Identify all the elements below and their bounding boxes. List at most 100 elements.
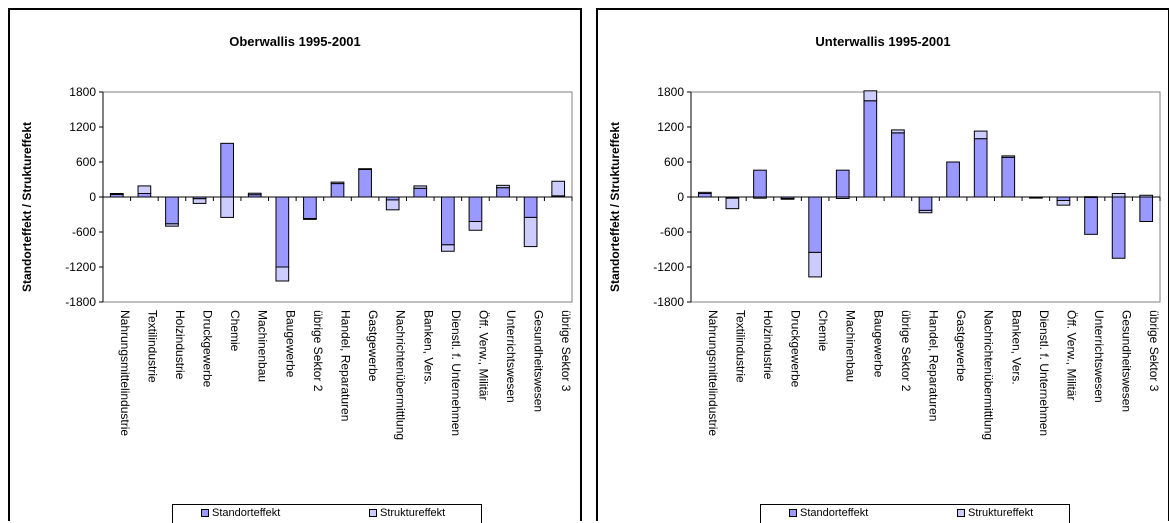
y-tick-label: -600 — [660, 225, 684, 239]
bar-struktureffekt — [918, 209, 933, 214]
x-category-label: übrige Sektor 3 — [1147, 310, 1161, 392]
x-category-label: Öff. Verw., Militär — [476, 310, 490, 400]
bar-struktureffekt — [1001, 155, 1016, 158]
x-category-label: Unterrichtswesen — [504, 310, 518, 403]
y-tick-label: 600 — [664, 155, 684, 169]
legend-item-standorteffekt: Standorteffekt — [789, 507, 868, 519]
legend: Standorteffekt Struktureffekt — [760, 504, 1070, 523]
x-category-label: Druckgewerbe — [789, 310, 803, 388]
bar-standorteffekt — [413, 187, 428, 198]
bar-struktureffekt — [165, 223, 179, 227]
bar-struktureffekt — [496, 184, 510, 189]
bar-standorteffekt — [835, 169, 850, 198]
x-category-label: Nahrungsmittelindustrie — [706, 310, 720, 436]
y-tick-label: -1800 — [65, 295, 96, 309]
legend-label: Struktureffekt — [380, 507, 446, 519]
bar-struktureffekt — [1084, 196, 1098, 199]
legend-item-standorteffekt: Standorteffekt — [201, 507, 280, 519]
bar-struktureffekt — [413, 185, 428, 189]
x-category-label: übrige Sektor 2 — [899, 310, 913, 392]
bar-standorteffekt — [523, 196, 538, 218]
x-category-label: Handel, Reparaturen — [927, 310, 941, 421]
legend-swatch-struktureffekt — [369, 509, 377, 517]
bar-struktureffekt — [137, 185, 152, 195]
y-tick-label: -1200 — [65, 260, 96, 274]
bar-struktureffekt — [725, 197, 740, 210]
y-tick-label: 1800 — [657, 85, 684, 99]
bar-struktureffekt — [192, 198, 207, 204]
bar-struktureffekt — [468, 221, 483, 231]
bar-struktureffekt — [358, 168, 372, 171]
bar-standorteffekt — [1111, 196, 1126, 259]
bar-struktureffekt — [808, 251, 822, 278]
bar-standorteffekt — [358, 168, 372, 198]
chart-panel-oberwallis: Oberwallis 1995-2001 Standorteffekt / St… — [8, 8, 582, 523]
x-category-label: übrige Sektor 3 — [559, 310, 573, 392]
bar-struktureffekt — [275, 266, 290, 282]
bar-struktureffekt — [697, 191, 712, 194]
chart-plot: 1800 1200 600 0 -600 -1200 -1800 Nahrungsmittel… — [653, 85, 1161, 440]
legend-item-struktureffekt: Struktureffekt — [957, 507, 1033, 519]
legend-label: Struktureffekt — [968, 507, 1034, 519]
bar-struktureffekt — [523, 216, 538, 248]
x-category-label: Gesundheitswesen — [1120, 310, 1134, 412]
x-category-label: Nachrichtenübermittlung — [982, 310, 996, 440]
chart-panel-unterwallis: Unterwallis 1995-2001 Standorteffekt / S… — [596, 8, 1169, 523]
bar-standorteffekt — [496, 187, 510, 198]
chart-title: Oberwallis 1995-2001 — [229, 34, 361, 49]
bar-standorteffekt — [303, 196, 317, 220]
bar-standorteffekt — [918, 196, 933, 211]
x-category-label: Machinenbau — [844, 310, 858, 382]
bar-standorteffekt — [891, 132, 905, 198]
legend-swatch-struktureffekt — [957, 509, 965, 517]
bar-standorteffekt — [441, 196, 455, 246]
legend-item-struktureffekt: Struktureffekt — [369, 507, 445, 519]
x-category-label: Textilindustrie — [145, 310, 159, 383]
legend-label: Standorteffekt — [800, 507, 869, 519]
x-category-label: Chemie — [228, 310, 242, 352]
bar-standorteffekt — [275, 196, 290, 268]
y-tick-label: 1200 — [69, 120, 96, 134]
bar-struktureffekt — [780, 197, 795, 200]
bar-standorteffekt — [1139, 196, 1154, 222]
bar-struktureffekt — [891, 129, 905, 134]
x-category-label: Gesundheitswesen — [532, 310, 546, 412]
x-category-label: Holzindustrie — [761, 310, 775, 380]
y-tick-label: 600 — [76, 155, 96, 169]
bar-struktureffekt — [441, 244, 455, 252]
bar-struktureffekt — [973, 130, 988, 140]
x-category-label: Textilindustrie — [733, 310, 747, 383]
bar-struktureffekt — [1056, 200, 1071, 206]
bar-struktureffekt — [863, 90, 878, 102]
bar-struktureffekt — [1139, 194, 1154, 198]
bar-struktureffekt — [109, 193, 124, 195]
bar-struktureffekt — [1111, 193, 1126, 198]
x-category-label: Baugewerbe — [283, 310, 297, 378]
bar-standorteffekt — [137, 193, 152, 198]
bar-struktureffekt — [835, 196, 850, 199]
x-category-label: Druckgewerbe — [201, 310, 215, 388]
x-category-label: Banken, Vers. — [421, 310, 435, 385]
legend: Standorteffekt Struktureffekt — [172, 504, 482, 523]
chart-plot: 1800 1200 600 0 -600 -1200 -1800 Nahrungsmittel… — [65, 85, 573, 440]
legend-swatch-standorteffekt — [201, 509, 209, 517]
x-category-label: Gastgewerbe — [366, 310, 380, 382]
bar-standorteffekt — [468, 196, 483, 222]
x-category-label: Unterrichtswesen — [1092, 310, 1106, 403]
x-category-label: Baugewerbe — [871, 310, 885, 378]
bar-standorteffekt — [697, 193, 712, 198]
y-tick-label: -1800 — [653, 295, 684, 309]
y-tick-label: 1800 — [69, 85, 96, 99]
y-tick-label: 0 — [89, 190, 96, 204]
bar-standorteffekt — [946, 161, 960, 198]
legend-swatch-standorteffekt — [789, 509, 797, 517]
x-category-label: Dienstl. f. Unternehmen — [449, 310, 463, 436]
x-category-label: Machinenbau — [256, 310, 270, 382]
x-category-label: Banken, Vers. — [1009, 310, 1023, 385]
x-category-label: Chemie — [816, 310, 830, 352]
bar-standorteffekt — [808, 196, 822, 253]
bar-struktureffekt — [220, 196, 234, 218]
chart-title: Unterwallis 1995-2001 — [815, 34, 951, 49]
bar-struktureffekt — [1029, 196, 1043, 199]
bar-struktureffekt — [303, 218, 317, 220]
